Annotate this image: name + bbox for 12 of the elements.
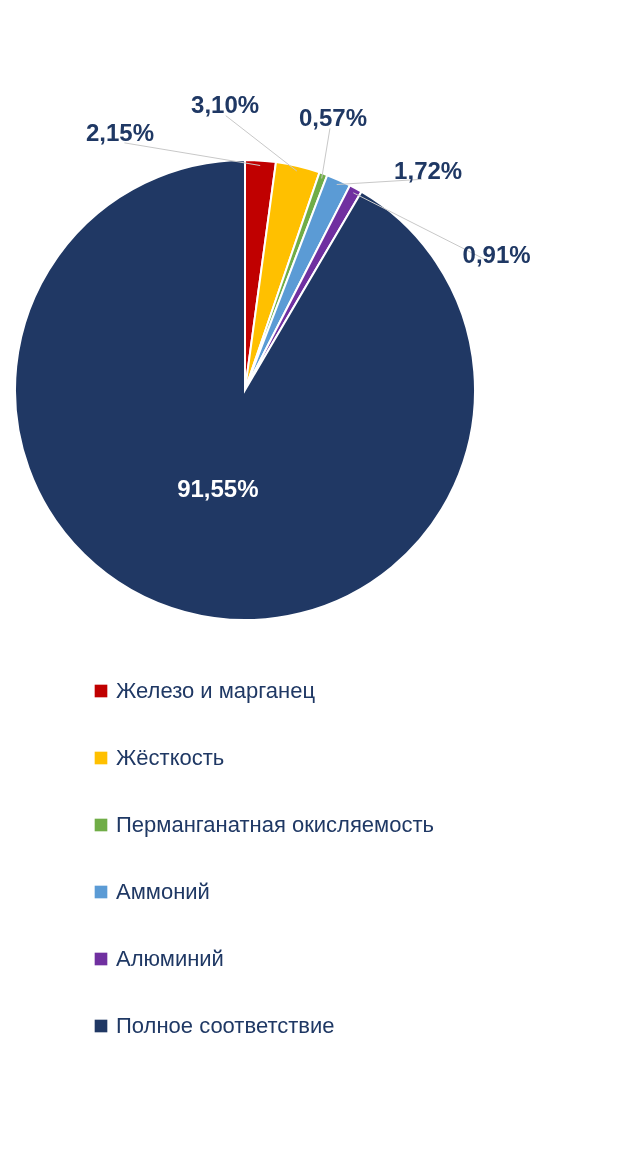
data-label: 3,10% <box>191 90 260 118</box>
legend-label: Полное соответствие <box>116 1013 335 1038</box>
data-label: 91,55% <box>177 474 259 502</box>
legend-label: Перманганатная окисляемость <box>116 812 434 837</box>
legend-label: Жёсткость <box>116 745 225 770</box>
data-label: 0,91% <box>462 241 531 269</box>
data-label: 0,57% <box>298 103 368 131</box>
data-label: 1,72% <box>394 156 463 184</box>
data-label: 2,15% <box>85 118 155 146</box>
legend-label: Аммоний <box>116 879 210 904</box>
legend-label: Алюминий <box>116 946 224 971</box>
legend-label: Железо и марганец <box>116 678 316 703</box>
